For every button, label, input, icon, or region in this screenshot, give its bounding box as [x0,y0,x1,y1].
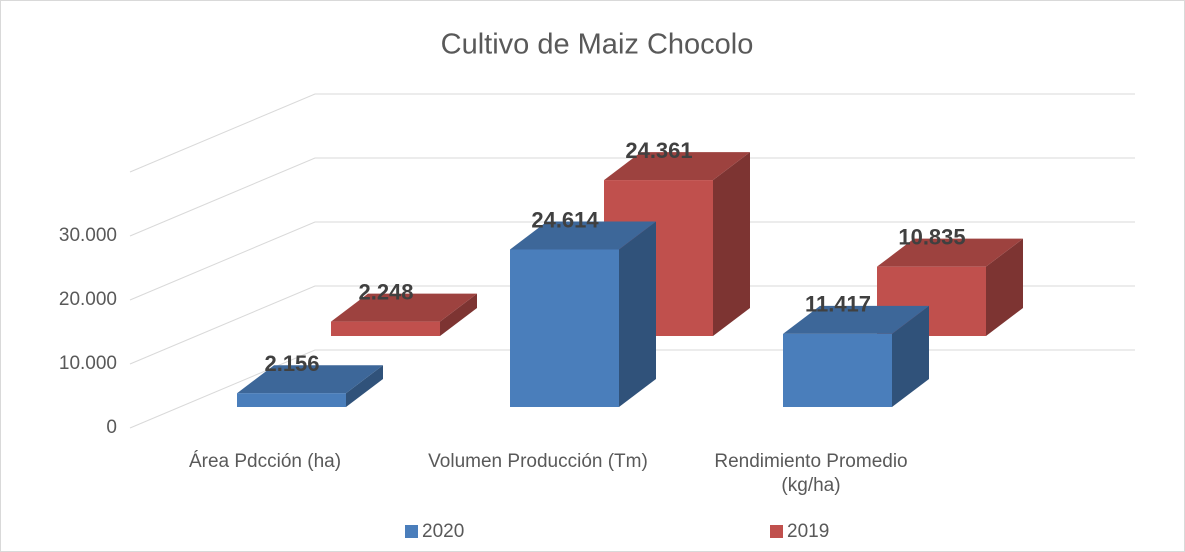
data-label: 2.156 [264,351,319,376]
x-tick-label: Rendimiento Promedio (kg/ha) [714,451,908,496]
y-tick-label: 20.000 [59,289,117,310]
bar-side [986,238,1023,336]
bar-top [331,293,477,322]
x-tick-label: Área Pdcción (ha) [188,451,342,472]
data-label: 11.417 [805,292,871,317]
grid-line [129,157,1135,237]
legend-label: 2020 [422,521,464,542]
bar [510,221,656,407]
y-tick-label: 30.000 [59,225,117,246]
bar-front [783,333,892,407]
bar-top [877,238,1023,267]
bar-front [510,249,619,407]
legend-swatch [405,525,418,538]
bar-side [440,293,477,336]
bar-side [713,152,750,336]
y-tick-label: 0 [106,417,117,438]
bar [331,293,477,336]
legend-label: 2019 [787,521,829,542]
bar [783,305,929,407]
legend-swatch [770,525,783,538]
data-label: 10.835 [898,224,965,249]
data-label: 2.248 [358,279,413,304]
bar-side [346,365,383,407]
bar-front [331,321,440,336]
grid-line [129,221,1135,301]
x-tick-label: Volumen Producción (Tm) [428,451,648,472]
data-label: 24.614 [531,207,599,232]
bar-top [783,305,929,334]
bar-side [619,221,656,407]
grid-line [129,93,1135,173]
y-tick-label: 10.000 [59,353,117,374]
data-label: 24.361 [625,138,692,163]
bar-top [604,152,750,181]
bar-side [892,305,929,407]
bar [237,365,383,407]
bar-top [510,221,656,250]
bar-front [237,393,346,407]
bar-top [237,365,383,394]
chart-title: Cultivo de Maiz Chocolo [441,29,754,61]
grid-line [129,285,1135,365]
